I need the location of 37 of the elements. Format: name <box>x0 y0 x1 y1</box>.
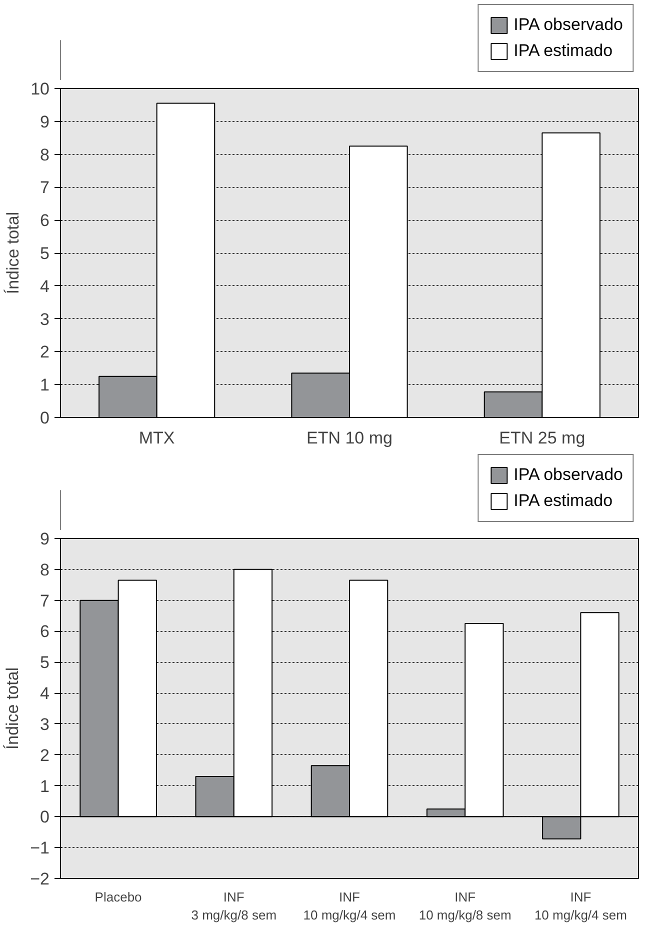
y-tick-label: 4 <box>40 684 50 704</box>
y-tick-label: 5 <box>40 244 50 263</box>
y-axis-title: Índice total <box>3 667 22 750</box>
x-tick-label: MTX <box>138 428 175 448</box>
y-tick-label: 1 <box>40 376 50 395</box>
y-tick-label: 2 <box>40 746 50 765</box>
y-tick-label: 6 <box>40 211 50 230</box>
legend-label: IPA estimado <box>514 491 613 511</box>
y-tick-label: 8 <box>40 560 50 580</box>
y-tick-label: 1 <box>40 776 50 796</box>
legend-label: IPA observado <box>514 465 623 485</box>
y-tick-label: 3 <box>40 310 50 329</box>
y-tick-label: 2 <box>40 342 50 362</box>
y-tick-label: 0 <box>40 808 50 827</box>
legend-label: IPA estimado <box>514 41 613 61</box>
y-tick-label: 5 <box>40 653 50 672</box>
y-tick-label: 8 <box>40 145 50 164</box>
x-tick-label: ETN 10 mg <box>306 428 392 448</box>
legend-label: IPA observado <box>514 15 623 35</box>
y-tick-label: 7 <box>40 178 50 198</box>
x-tick-label: INF 3 mg/kg/8 sem <box>191 890 277 922</box>
y-tick-label: 10 <box>30 80 50 98</box>
y-tick-label: 3 <box>40 714 50 734</box>
x-tick-label: Placebo <box>94 890 142 904</box>
x-tick-label: INF 10 mg/kg/4 sem <box>534 890 627 922</box>
y-tick-label: 6 <box>40 622 50 642</box>
y-tick-label: 7 <box>40 591 50 610</box>
y-tick-label: −1 <box>30 838 50 858</box>
y-tick-label: −2 <box>30 870 50 888</box>
y-tick-label: 0 <box>40 408 50 428</box>
x-tick-label: INF 10 mg/kg/8 sem <box>418 890 512 922</box>
x-tick-label: INF 10 mg/kg/4 sem <box>303 890 396 922</box>
y-tick-label: 4 <box>40 276 50 296</box>
y-axis-title: Índice total <box>4 212 23 294</box>
y-tick-label: 9 <box>40 112 50 132</box>
y-tick-label: 9 <box>40 530 50 548</box>
x-tick-label: ETN 25 mg <box>499 428 586 448</box>
